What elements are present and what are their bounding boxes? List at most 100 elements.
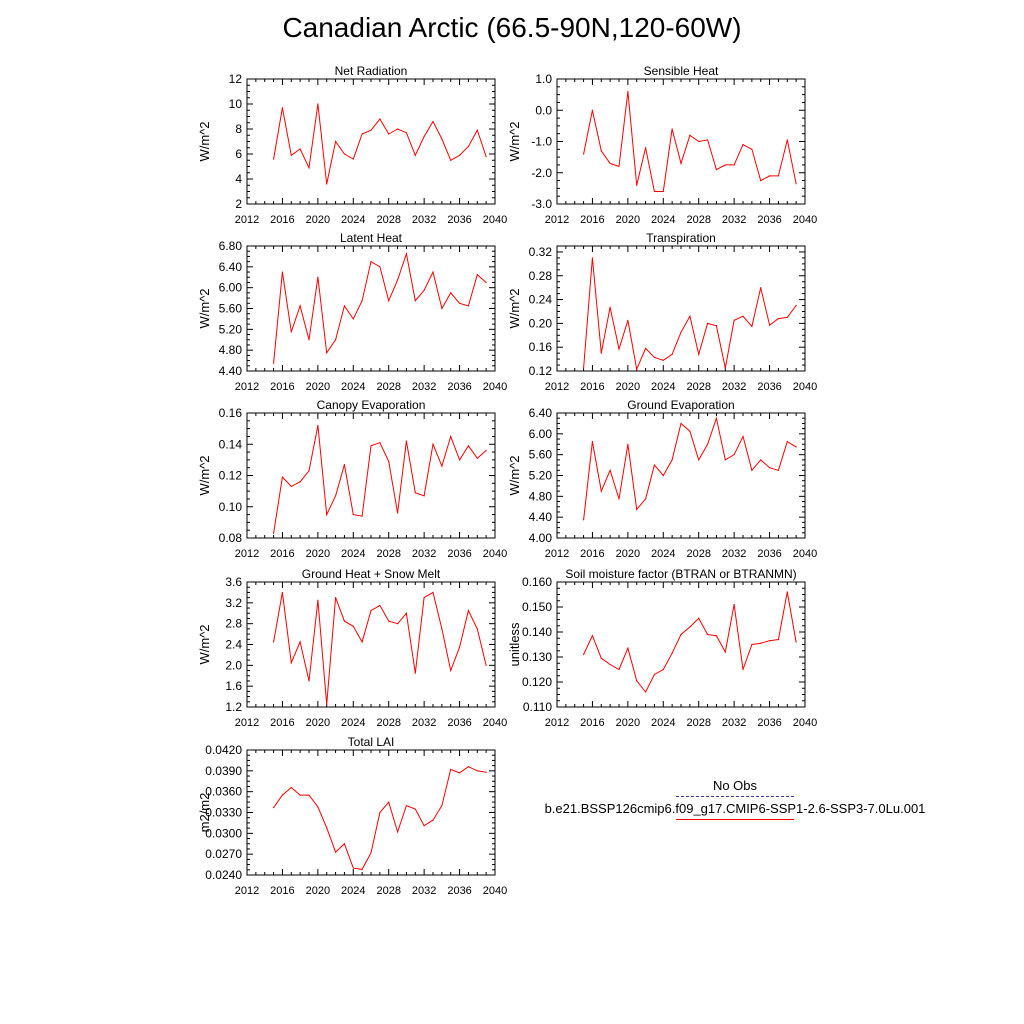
- data-point: [653, 356, 656, 358]
- y-tick-label: 3.2: [225, 596, 242, 610]
- chart-title: Canopy Evaporation: [317, 398, 426, 412]
- data-point: [326, 183, 328, 185]
- data-point: [441, 628, 443, 630]
- data-point: [795, 446, 797, 448]
- chart-title: Soil moisture factor (BTRAN or BTRANMN): [565, 567, 796, 581]
- data-point: [671, 652, 673, 654]
- x-tick-label: 2020: [616, 381, 640, 393]
- data-point: [379, 118, 381, 120]
- x-tick-label: 2036: [757, 214, 781, 226]
- data-point: [281, 476, 284, 478]
- x-tick-label: 2020: [306, 717, 330, 729]
- x-tick-label: 2028: [376, 548, 400, 560]
- data-point: [326, 703, 328, 705]
- data-point: [742, 144, 744, 146]
- data-point: [609, 663, 611, 666]
- series-line: [583, 257, 797, 371]
- y-tick-label: 0.0: [535, 103, 552, 117]
- data-point: [715, 325, 718, 327]
- x-tick-label: 2012: [235, 214, 259, 226]
- data-point: [476, 628, 478, 630]
- series-line: [273, 766, 487, 870]
- data-point: [698, 353, 700, 355]
- plot-frame: [246, 581, 496, 708]
- x-tick-label: 2032: [412, 381, 436, 393]
- y-tick-label: 4.80: [219, 343, 243, 357]
- data-point: [485, 664, 487, 666]
- data-point: [334, 495, 337, 497]
- data-point: [458, 459, 461, 461]
- data-point: [334, 140, 337, 143]
- data-point: [432, 819, 434, 821]
- y-tick-label: 4: [235, 172, 242, 186]
- x-tick-label: 2020: [306, 214, 330, 226]
- legend-obs-label: No Obs: [712, 778, 758, 793]
- x-tick-label: 2032: [412, 885, 436, 897]
- y-axis-label: W/m^2: [507, 288, 522, 328]
- data-point: [786, 139, 788, 141]
- chart-title: Total LAI: [348, 735, 395, 749]
- x-tick-label: 2016: [270, 548, 294, 560]
- y-axis-label: W/m^2: [197, 624, 212, 664]
- data-point: [733, 319, 735, 322]
- y-axis-label: W/m^2: [197, 455, 212, 495]
- data-point: [379, 442, 381, 444]
- data-point: [467, 610, 470, 612]
- x-tick-label: 2024: [651, 214, 675, 226]
- x-tick-label: 2036: [447, 717, 471, 729]
- data-point: [352, 867, 354, 869]
- y-tick-label: 0.12: [529, 364, 553, 378]
- y-tick-label: 0.12: [219, 469, 243, 483]
- data-point: [768, 640, 771, 642]
- data-point: [370, 129, 372, 131]
- data-point: [786, 591, 788, 593]
- y-tick-label: 0.0240: [205, 868, 242, 882]
- x-tick-label: 2012: [235, 717, 259, 729]
- data-point: [751, 643, 753, 646]
- data-point: [299, 794, 301, 796]
- x-tick-label: 2036: [447, 381, 471, 393]
- data-point: [441, 465, 443, 467]
- chart-title: Ground Evaporation: [627, 398, 734, 412]
- y-tick-label: 6.00: [219, 281, 243, 295]
- y-tick-label: 0.0300: [205, 826, 242, 840]
- data-point: [476, 129, 478, 131]
- data-point: [441, 804, 443, 807]
- x-tick-label: 2028: [686, 381, 710, 393]
- data-point: [432, 591, 434, 594]
- data-point: [467, 766, 470, 768]
- x-tick-label: 2024: [341, 214, 365, 226]
- y-tick-label: 4.80: [529, 489, 553, 503]
- data-point: [609, 469, 611, 471]
- y-tick-label: 6: [235, 147, 242, 161]
- data-point: [786, 441, 788, 443]
- data-point: [680, 331, 682, 333]
- data-point: [733, 164, 735, 166]
- x-tick-label: 2040: [483, 381, 507, 393]
- y-axis-label: W/m^2: [507, 455, 522, 495]
- data-point: [600, 657, 602, 659]
- data-point: [609, 306, 611, 308]
- data-point: [432, 271, 434, 273]
- data-point: [458, 302, 461, 304]
- data-point: [724, 651, 726, 653]
- data-point: [777, 469, 780, 471]
- data-point: [423, 135, 425, 138]
- data-point: [308, 339, 310, 341]
- data-point: [388, 460, 390, 463]
- y-tick-label: -3.0: [531, 197, 552, 211]
- y-tick-label: 8: [235, 122, 242, 136]
- data-point: [441, 307, 443, 310]
- data-point: [352, 625, 354, 627]
- y-tick-label: 0.120: [522, 675, 552, 689]
- y-tick-label: 0.0390: [205, 764, 242, 778]
- data-point: [476, 770, 478, 772]
- series-line: [273, 591, 487, 705]
- data-point: [396, 128, 399, 130]
- y-axis-label: W/m^2: [197, 288, 212, 328]
- x-tick-label: 2040: [483, 885, 507, 897]
- y-tick-label: 6.80: [219, 239, 243, 253]
- y-tick-label: 0.150: [522, 600, 552, 614]
- chart-ground-heat-snow-melt: Ground Heat + Snow Melt 2012 2016 2020 2024 2…: [197, 567, 507, 729]
- x-tick-label: 2016: [270, 717, 294, 729]
